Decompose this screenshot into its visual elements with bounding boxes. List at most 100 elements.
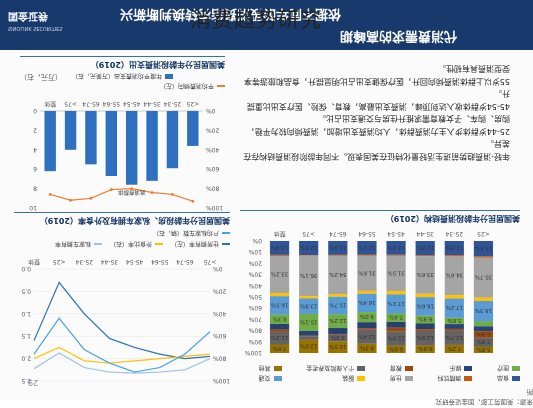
legend-swatch: [357, 366, 366, 371]
stack-segment: [473, 331, 494, 338]
legend-bar-label: 年度平均消费支出（万美元，右）: [72, 72, 163, 80]
ownership-legend-item: 外食比率（右）: [110, 240, 163, 249]
stack-segment: [269, 331, 290, 345]
structure-legend-item: 住房: [371, 374, 413, 383]
stack-segment: [328, 341, 348, 353]
y-tick: 90%: [248, 338, 262, 345]
propensity-point: [130, 187, 134, 190]
stack-segment: [299, 255, 319, 297]
segment-label: 12.2%: [329, 317, 346, 323]
y-right-tick: 0.5: [21, 287, 31, 294]
segment-label: 5.8%: [476, 346, 490, 352]
segment-label: 6.9%: [418, 316, 432, 322]
segment-label: 10.5%: [329, 343, 346, 349]
stack-segment: [328, 294, 348, 297]
x-tick: 55-64: [151, 258, 169, 265]
segment-label: 8.3%: [360, 344, 374, 350]
structure-legend-item: 个人保险及养老金: [288, 364, 366, 373]
segment-label: 11.2%: [271, 334, 288, 340]
y-tick: 10%: [248, 248, 262, 255]
stack-segment: [415, 330, 435, 346]
stack-segment: [299, 330, 319, 336]
spending-legend-line: 平均消费倾向（左）: [100, 82, 225, 91]
structure-legend-item: 教育: [371, 364, 413, 373]
segment-label: 36.1%: [300, 272, 317, 278]
spending-bar: [64, 111, 77, 150]
stack-segment: [386, 294, 406, 314]
structure-legend: 食品 酒精饮料 住房 服装 交通 医疗 娱乐 教育 个人保险及养老金 其他: [240, 364, 520, 383]
y-right-tick: 8: [33, 185, 37, 192]
legend-swatch: [512, 376, 520, 381]
y-tick: 70%: [248, 315, 262, 322]
spending-panel: 美国居民分年龄段消费支出（2019） （万元，右） 年度平均消费支出（万美元，右…: [20, 56, 225, 220]
stack-segment: [357, 254, 377, 256]
segment-label: 15.7%: [329, 302, 346, 308]
stack-segment: [357, 328, 377, 330]
segment-label: 12.6%: [300, 244, 317, 250]
overlay-title: 消费趋势研究: [190, 8, 322, 32]
stack-segment: [473, 257, 494, 298]
stack-segment: [415, 315, 435, 324]
x-tick: 65-74: [329, 230, 347, 237]
ownership-legend: 住房拥有率（左） 外食比率（右） 私家车拥有率 户均私家车数（辆，右）: [14, 229, 230, 249]
stack-segment: [386, 254, 406, 256]
y-right-tick: 10: [29, 204, 37, 211]
x-tick: 25-34: [164, 100, 182, 107]
x-tick: 25-34: [75, 258, 93, 265]
stack-segment: [269, 255, 290, 294]
x-tick: 65-74: [176, 258, 194, 265]
segment-label: 33.6%: [416, 271, 433, 277]
legend-label: 酒精饮料: [437, 374, 462, 381]
legend-label: 食品: [496, 374, 509, 381]
stack-segment: [328, 334, 348, 342]
stack-segment: [444, 330, 464, 345]
segment-label: 17.1%: [387, 300, 404, 306]
structure-legend-item: 服装: [288, 374, 366, 383]
segment-label: 7.4%: [389, 314, 403, 320]
x-tick: 45-54: [123, 100, 141, 107]
stack-segment: [444, 256, 464, 296]
stack-segment: [415, 297, 435, 316]
stack-segment: [328, 296, 348, 315]
stack-segment: [357, 255, 377, 291]
stack-segment: [473, 297, 494, 301]
legend-swatch: [273, 366, 282, 371]
legend-label: 住房: [389, 374, 402, 381]
stack-segment: [269, 241, 290, 255]
y-right-tick: 1.5: [21, 332, 31, 339]
propensity-point: [150, 191, 154, 194]
segment-label: 5.5%: [360, 321, 374, 327]
x-tick: 整体: [44, 100, 56, 108]
y-tick: 80%: [248, 327, 262, 334]
segment-label: 34.2%: [329, 271, 346, 277]
structure-panel: 美国居民分年龄段消费结构（2019） 0% 10% 20% 30% 40% 50% 60% 7…: [240, 210, 520, 383]
stack-segment: [357, 312, 377, 323]
legend-label: 私家车拥有率: [54, 240, 91, 247]
segment-label: 12.4%: [271, 244, 288, 250]
legend-label: 其他: [258, 364, 271, 371]
propensity-point: [191, 199, 195, 203]
legend-swatch: [464, 366, 473, 371]
stack-segment: [328, 254, 348, 256]
stack-segment: [269, 323, 290, 330]
legend-label: 医疗: [496, 364, 509, 371]
bullet-1: 年轻-消费趋势前进生活轻量化特征在美国表现。不同年龄阶段消费结构存在差异。: [243, 139, 510, 162]
segment-label: 13.6%: [475, 245, 492, 251]
stack-segment: [473, 337, 494, 347]
legend-swatch: [93, 243, 102, 246]
y-left-tick: 100%: [206, 204, 223, 211]
stack-segment: [357, 293, 377, 313]
stack-segment: [357, 329, 377, 344]
stack-segment: [386, 331, 406, 346]
stack-segment: [269, 254, 290, 256]
stack-segment: [269, 329, 290, 332]
header-band: 国金证券 SINOLINK SECURITIES 依据不同年龄段消费结构转换判断…: [0, 0, 533, 50]
high-spend-annotation: 高消费群体: [117, 189, 145, 197]
propensity-point: [171, 193, 174, 196]
stack-segment: [473, 326, 494, 332]
bullet-4: 55岁以上群体消费倾向回升，医疗保健支出占比明显提升，食品和旅游等享受型消费具有…: [243, 64, 510, 87]
legend-swatch: [404, 376, 413, 381]
segment-label: 5.1%: [273, 323, 287, 329]
spending-bar: [85, 111, 97, 165]
legend-swatch: [464, 376, 473, 381]
